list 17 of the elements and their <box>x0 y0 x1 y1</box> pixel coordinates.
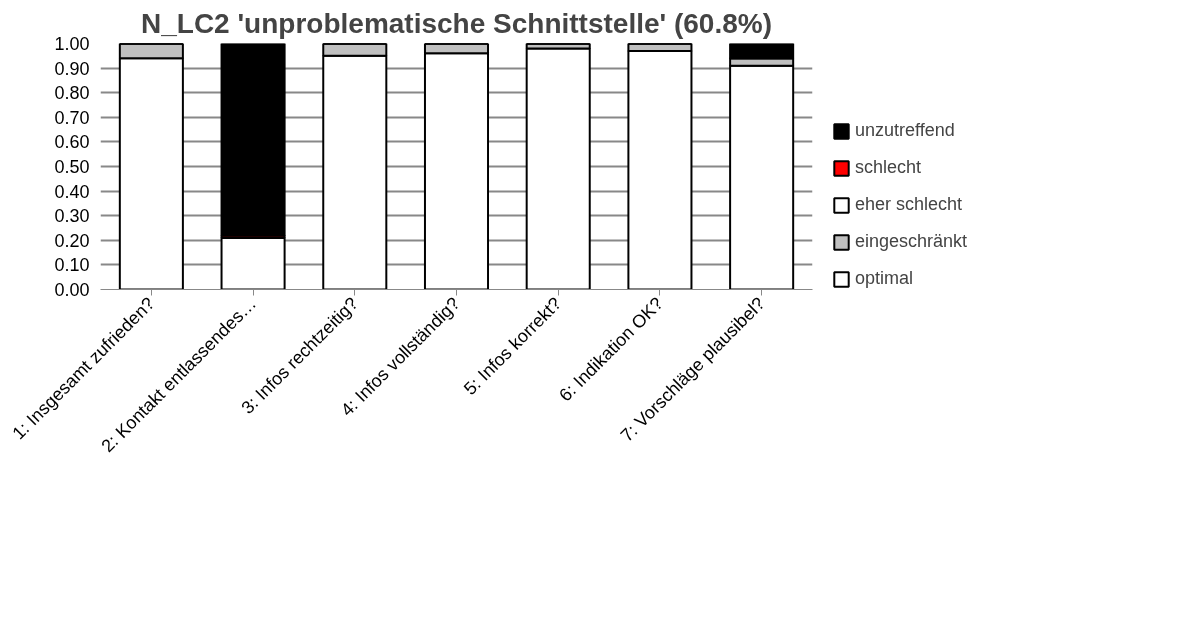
y-tick-label: 0.00 <box>54 280 90 300</box>
y-tick-label: 1.00 <box>54 34 90 54</box>
legend-label: eher schlecht <box>855 194 963 215</box>
y-tick-label: 0.70 <box>54 107 90 128</box>
y-tick-label: 0.10 <box>54 255 90 276</box>
y-tick-label: 0.20 <box>54 230 90 251</box>
legend-label: optimal <box>855 268 914 289</box>
y-tick-label: 0.40 <box>54 181 90 202</box>
legend-label: schlecht <box>855 157 922 178</box>
y-tick-label: 0.90 <box>54 58 90 79</box>
y-tick-label: 0.80 <box>54 83 90 104</box>
y-tick-label: 0.50 <box>54 157 90 177</box>
chart-title: N_LC2 'unproblematische Schnittstelle' (60.8%) <box>140 7 773 39</box>
y-tick-label: 0.30 <box>54 206 90 227</box>
legend-label: eingeschränkt <box>855 231 968 252</box>
legend-label: unzutreffend <box>855 120 955 141</box>
y-tick-label: 0.60 <box>54 132 90 153</box>
